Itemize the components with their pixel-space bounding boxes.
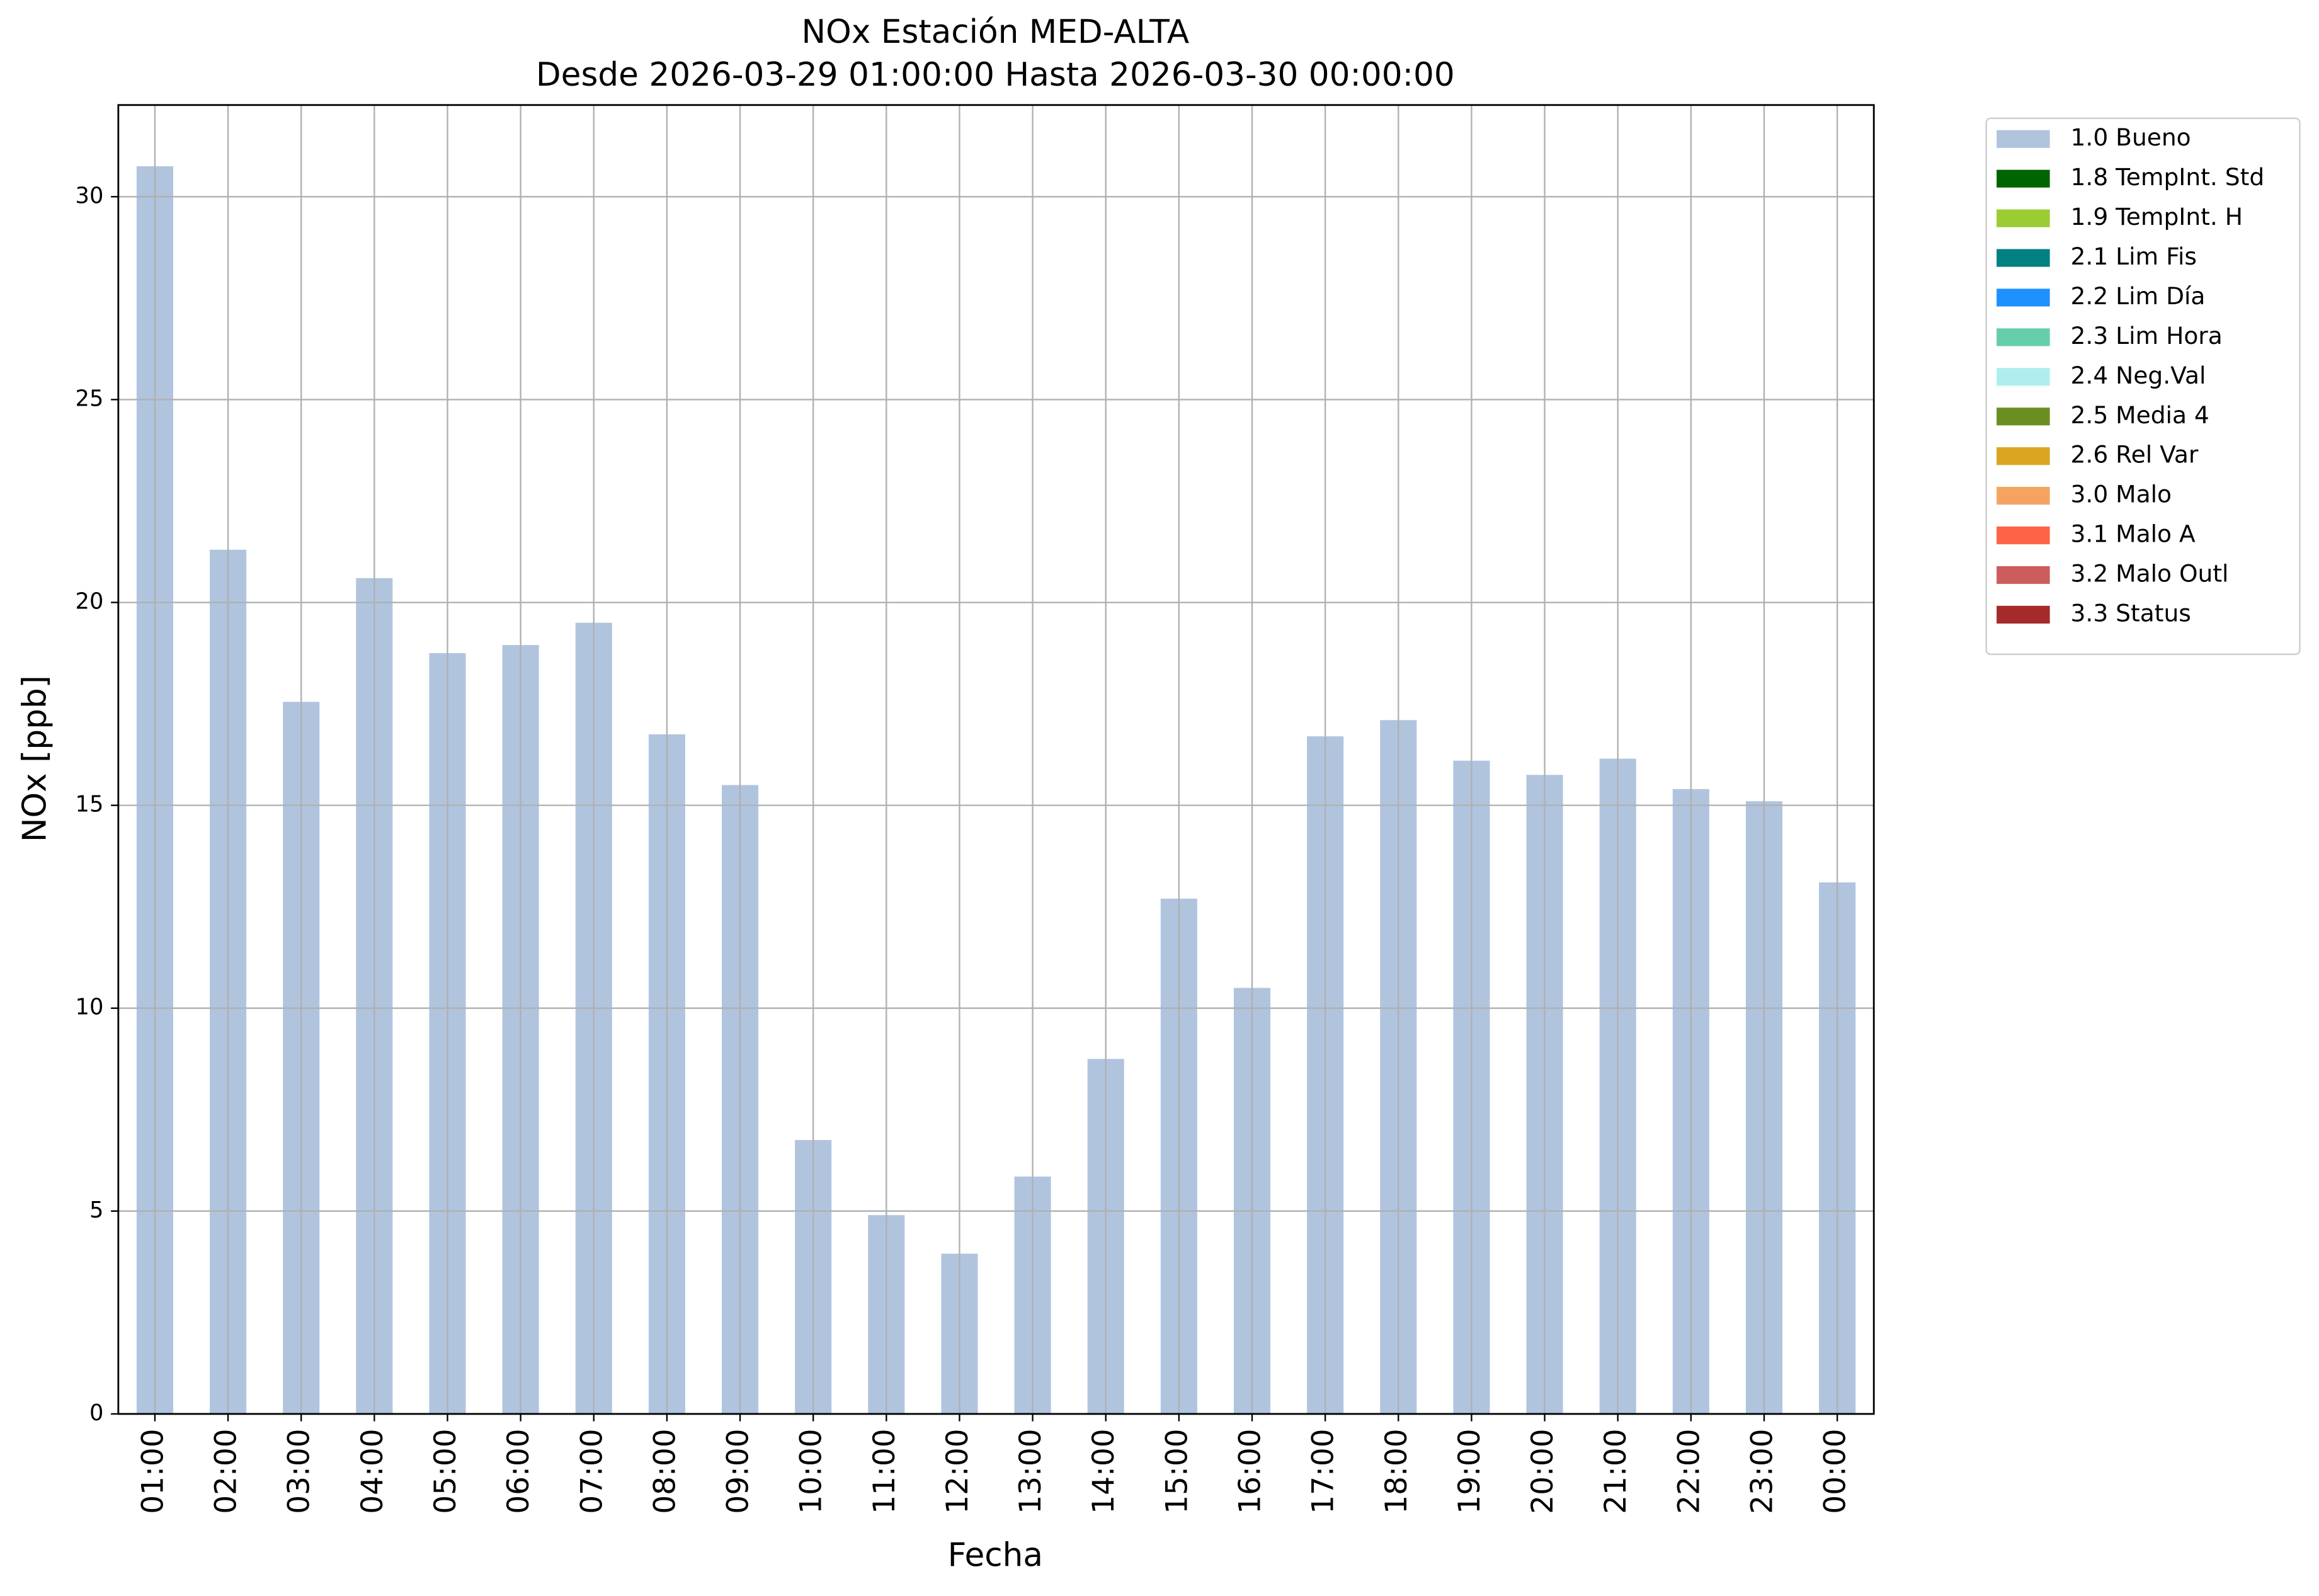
x-tick-label: 20:00 [1525, 1428, 1560, 1513]
legend-label: 1.9 TempInt. H [2071, 203, 2243, 231]
x-axis-label: Fecha [948, 1537, 1043, 1575]
y-tick-label: 30 [76, 183, 104, 208]
x-tick-label: 12:00 [940, 1428, 975, 1513]
x-tick-label: 21:00 [1598, 1428, 1633, 1513]
x-tick-label: 01:00 [135, 1428, 170, 1513]
x-tick-label: 18:00 [1379, 1428, 1414, 1513]
x-tick-label: 02:00 [209, 1428, 244, 1513]
x-tick-label: 19:00 [1452, 1428, 1487, 1513]
x-tick-label: 22:00 [1672, 1428, 1706, 1513]
y-tick-label: 10 [76, 995, 104, 1020]
x-tick-label: 06:00 [501, 1428, 536, 1513]
legend-label: 3.3 Status [2071, 599, 2191, 627]
x-tick-label: 04:00 [355, 1428, 390, 1513]
legend-swatch [1997, 487, 2050, 505]
x-tick-label: 16:00 [1233, 1428, 1268, 1513]
legend-swatch [1997, 288, 2050, 307]
x-tick-label: 08:00 [647, 1428, 682, 1513]
legend-swatch [1997, 130, 2050, 148]
legend-label: 3.2 Malo Outl [2071, 560, 2229, 588]
legend-swatch [1997, 209, 2050, 227]
legend-label: 3.1 Malo A [2071, 520, 2196, 548]
y-tick-label: 15 [76, 792, 104, 818]
legend-label: 1.0 Bueno [2071, 123, 2191, 151]
legend-label: 2.1 Lim Fis [2071, 242, 2197, 270]
y-tick-label: 25 [76, 385, 104, 411]
x-tick-label: 23:00 [1745, 1428, 1779, 1513]
legend-label: 2.5 Media 4 [2071, 401, 2209, 429]
chart-title: NOx Estación MED-ALTA [802, 13, 1190, 51]
legend-swatch [1997, 566, 2050, 584]
x-tick-label: 13:00 [1013, 1428, 1048, 1513]
legend-label: 3.0 Malo [2071, 481, 2172, 508]
legend-box [1985, 117, 2301, 656]
y-axis-label: NOx [ppb] [16, 675, 54, 842]
x-tick-label: 15:00 [1160, 1428, 1194, 1513]
legend-label: 2.3 Lim Hora [2071, 322, 2223, 350]
y-tick-label: 20 [76, 589, 104, 615]
y-tick-label: 5 [89, 1197, 103, 1223]
legend-swatch [1997, 368, 2050, 386]
legend-swatch [1997, 328, 2050, 346]
legend-swatch [1997, 526, 2050, 545]
legend-label: 2.6 Rel Var [2071, 441, 2199, 469]
x-tick-label: 11:00 [867, 1428, 902, 1513]
legend-swatch [1997, 249, 2050, 267]
legend-label: 2.2 Lim Día [2071, 282, 2206, 310]
legend-label: 1.8 TempInt. Std [2071, 163, 2265, 191]
legend-swatch [1997, 447, 2050, 465]
chart-subtitle: Desde 2026-03-29 01:00:00 Hasta 2026-03-… [536, 56, 1455, 94]
x-tick-label: 14:00 [1086, 1428, 1121, 1513]
legend-swatch [1997, 169, 2050, 188]
y-tick-label: 0 [89, 1400, 103, 1426]
x-tick-label: 17:00 [1306, 1428, 1341, 1513]
x-tick-label: 09:00 [721, 1428, 756, 1513]
x-tick-label: 10:00 [794, 1428, 829, 1513]
x-tick-label: 00:00 [1818, 1428, 1853, 1513]
x-tick-label: 05:00 [428, 1428, 463, 1513]
legend-swatch [1997, 408, 2050, 426]
x-tick-label: 07:00 [574, 1428, 609, 1513]
plot-frame [117, 104, 1875, 1415]
legend-swatch [1997, 605, 2050, 624]
legend-label: 2.4 Neg.Val [2071, 362, 2206, 389]
x-tick-label: 03:00 [282, 1428, 317, 1513]
